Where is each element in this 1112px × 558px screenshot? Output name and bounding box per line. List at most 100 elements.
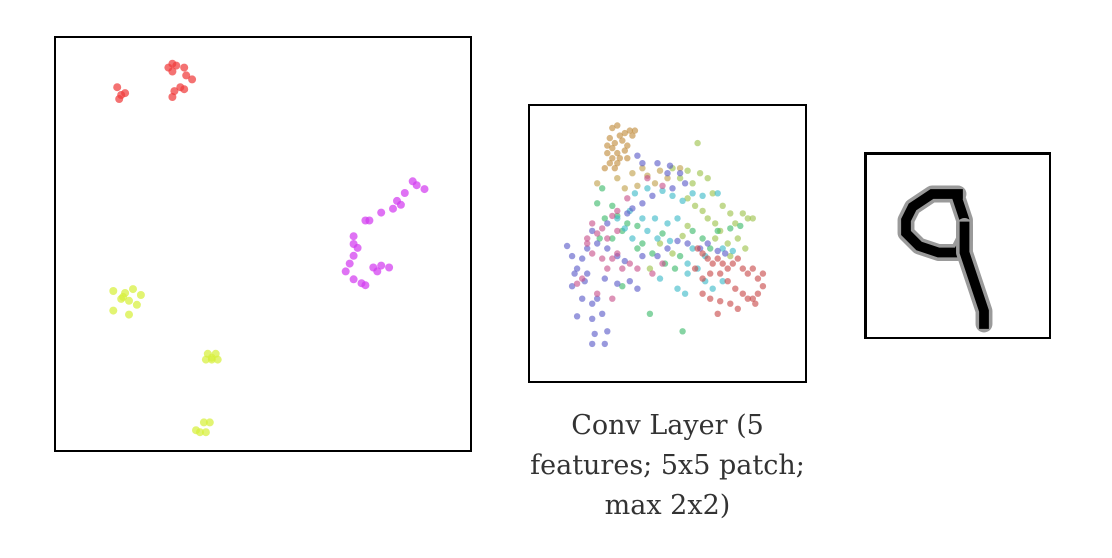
conv-plot-point-s0-7 xyxy=(624,142,631,149)
conv-plot-point-s6-1 xyxy=(659,182,666,189)
conv-plot-point-s7-19 xyxy=(724,278,731,285)
digit-image xyxy=(897,185,993,333)
conv-plot-point-s4-2 xyxy=(659,187,666,194)
conv-plot-point-s4-3 xyxy=(669,192,676,199)
conv-plot-point-s4-29 xyxy=(719,278,726,285)
conv-plot-point-s7-13 xyxy=(759,270,767,277)
conv-plot-point-s2-18 xyxy=(749,215,756,222)
conv-plot-point-s0-8 xyxy=(609,144,616,152)
conv-plot-point-s5-2 xyxy=(654,160,661,167)
conv-plot-point-s4-28 xyxy=(709,285,716,292)
conv-plot-point-s5-28 xyxy=(614,280,621,287)
conv-plot-point-s0-18 xyxy=(631,127,639,134)
conv-plot-point-s7-10 xyxy=(744,270,751,277)
conv-plot-point-s3-8 xyxy=(609,235,616,242)
conv-plot-point-s7-8 xyxy=(734,255,741,262)
conv-plot-point-s4-6 xyxy=(699,192,706,199)
conv-plot-point-s6-21 xyxy=(619,265,626,272)
conv-plot-point-s0-12 xyxy=(616,155,623,162)
conv-plot-point-s3-2 xyxy=(609,202,616,209)
conv-plot-point-s2-2 xyxy=(684,167,691,174)
conv-plot-point-s0-4 xyxy=(606,134,613,142)
scatter-plot-left xyxy=(54,36,472,452)
conv-plot-point-s5-47 xyxy=(722,250,729,257)
conv-plot-point-s4-1 xyxy=(644,185,651,192)
conv-plot-point-s2-23 xyxy=(742,245,749,252)
left-plot-point-s0-6 xyxy=(172,61,181,70)
conv-plot-point-s6-25 xyxy=(614,227,621,235)
left-plot-point-s1-12 xyxy=(353,243,362,252)
conv-plot-point-s4-19 xyxy=(689,245,696,252)
conv-plot-point-s3-21 xyxy=(679,328,686,335)
conv-plot-point-s7-4 xyxy=(714,255,721,262)
conv-plot-point-s5-34 xyxy=(573,313,581,320)
conv-plot-point-s5-33 xyxy=(589,315,596,322)
conv-plot-point-s2-26 xyxy=(669,250,676,257)
conv-plot-point-s4-23 xyxy=(684,260,691,267)
left-plot-point-s1-6 xyxy=(389,204,397,213)
conv-plot-point-s2-15 xyxy=(732,220,739,227)
digit-stroke-1 xyxy=(959,221,989,329)
left-plot-point-s0-2 xyxy=(115,95,124,103)
left-plot-point-s2-2 xyxy=(129,285,137,294)
left-plot-point-s1-22 xyxy=(361,281,370,290)
conv-plot-point-s6-4 xyxy=(609,212,616,220)
left-plot-point-s0-3 xyxy=(121,89,130,98)
conv-plot-point-s6-22 xyxy=(589,220,596,227)
conv-plot-point-s7-9 xyxy=(739,265,746,272)
conv-plot-point-s2-22 xyxy=(734,235,741,242)
conv-plot-point-s5-3 xyxy=(666,162,674,169)
conv-plot-point-s5-27 xyxy=(601,275,608,282)
conv-plot-point-s4-12 xyxy=(664,220,671,227)
conv-plot-point-s0-20 xyxy=(604,142,611,149)
conv-plot-point-s4-0 xyxy=(631,190,639,197)
conv-plot-point-s6-15 xyxy=(659,260,666,267)
conv-plot-point-s5-24 xyxy=(571,270,578,277)
conv-plot-point-s4-18 xyxy=(666,237,674,245)
conv-plot-point-s7-24 xyxy=(699,290,706,297)
conv-plot-point-s3-9 xyxy=(596,235,603,242)
left-plot-point-s1-19 xyxy=(341,267,350,276)
conv-plot-point-s6-2 xyxy=(624,195,631,202)
conv-plot-point-s3-20 xyxy=(619,283,626,290)
conv-plot-point-s4-30 xyxy=(681,290,689,297)
conv-plot-point-s7-20 xyxy=(717,270,724,277)
conv-plot-point-s5-49 xyxy=(634,285,641,292)
left-plot-point-s1-5 xyxy=(396,200,405,209)
conv-plot-point-s5-14 xyxy=(584,245,591,252)
conv-plot-point-s2-17 xyxy=(744,215,751,222)
left-plot-point-s2-19 xyxy=(196,428,204,437)
conv-plot-point-s7-1 xyxy=(699,250,706,257)
conv-plot-point-s2-21 xyxy=(724,240,731,247)
conv-plot-point-s4-31 xyxy=(656,275,664,282)
conv-plot-point-s4-8 xyxy=(614,215,621,222)
left-plot-point-s1-13 xyxy=(349,251,358,260)
conv-plot-point-s6-3 xyxy=(614,207,621,215)
conv-plot-point-s5-22 xyxy=(621,257,628,265)
conv-plot-point-s7-18 xyxy=(732,285,739,292)
conv-plot-point-s3-12 xyxy=(659,230,666,237)
conv-plot-point-s4-4 xyxy=(679,197,686,204)
conv-plot-point-s0-13 xyxy=(606,160,613,167)
conv-plot-point-s5-7 xyxy=(669,185,676,192)
conv-plot-point-s7-14 xyxy=(759,283,767,290)
conv-plot-point-s1-5 xyxy=(594,180,601,187)
conv-plot-point-s7-28 xyxy=(714,310,721,317)
conv-plot-point-s0-2 xyxy=(621,129,628,137)
conv-plot-point-s6-24 xyxy=(604,235,611,242)
conv-plot-point-s6-9 xyxy=(599,255,606,262)
conv-layer-caption: Conv Layer (5 features; 5x5 patch; max 2… xyxy=(528,406,807,526)
left-plot-point-s2-9 xyxy=(119,292,128,301)
conv-plot-point-s5-1 xyxy=(639,160,646,167)
conv-plot-point-s6-11 xyxy=(614,250,621,257)
caption-line-2: features; 5x5 patch; xyxy=(530,450,805,481)
conv-plot-point-s5-31 xyxy=(589,300,596,307)
left-plot-point-s1-18 xyxy=(373,267,382,276)
conv-plot-point-s0-22 xyxy=(624,155,631,162)
conv-plot-point-s5-35 xyxy=(591,330,598,338)
left-plot-point-s1-2 xyxy=(420,185,429,194)
conv-plot-point-s7-29 xyxy=(734,305,741,312)
conv-plot-point-s6-10 xyxy=(609,255,616,262)
conv-plot-point-s5-41 xyxy=(664,245,671,252)
conv-plot-point-s3-15 xyxy=(699,235,706,242)
